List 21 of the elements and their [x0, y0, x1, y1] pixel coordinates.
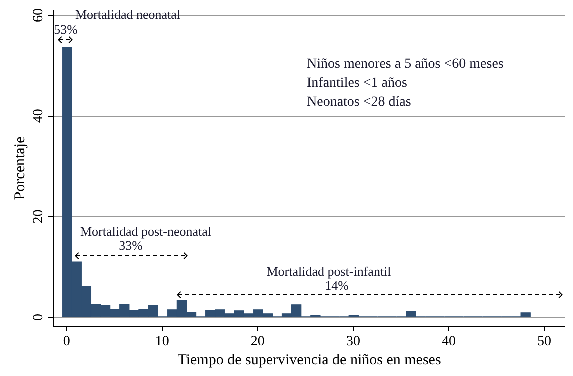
y-tick-label: 60 — [32, 8, 46, 23]
y-tick-label: 0 — [32, 314, 46, 321]
annotation: Niños menores a 5 años <60 meses — [307, 57, 504, 72]
x-tick-label: 30 — [346, 334, 360, 350]
y-tick-label: 20 — [32, 210, 46, 224]
x-tick-label: 0 — [63, 334, 70, 350]
y-tick-label: 40 — [32, 109, 46, 124]
x-tick-label: 40 — [442, 334, 456, 350]
annotation: Infantiles <1 años — [307, 76, 408, 91]
annotation: 14% — [325, 278, 350, 293]
annotation: Mortalidad post-infantil — [266, 264, 392, 279]
y-axis-title: Porcentaje — [12, 136, 28, 200]
annotation: Mortalidad post-neonatal — [80, 224, 212, 239]
annotation: Neonatos <28 días — [307, 95, 412, 110]
annotation: Mortalidad neonatal — [75, 7, 181, 22]
x-axis-title: Tiempo de supervivencia de niños en meses — [178, 352, 442, 368]
x-tick-label: 10 — [155, 334, 170, 350]
x-tick-label: 50 — [537, 334, 552, 350]
annotation: 33% — [119, 238, 144, 253]
annotation: 53% — [54, 22, 78, 37]
x-tick-label: 20 — [250, 334, 265, 350]
